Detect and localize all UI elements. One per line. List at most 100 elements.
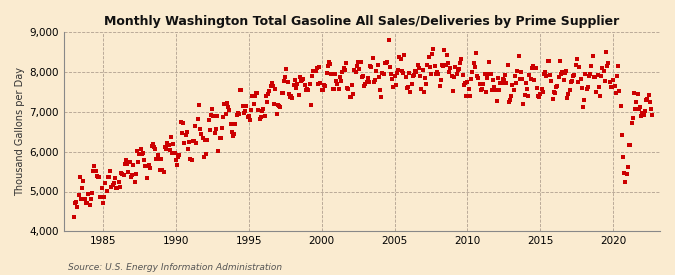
Point [554, 75, 564, 79]
Point [299, 83, 310, 87]
Point [536, 87, 547, 91]
Point [548, 90, 559, 95]
Point [570, 63, 581, 67]
Point [643, 93, 654, 98]
Point [95, 195, 106, 199]
Point [556, 72, 566, 76]
Point [281, 67, 292, 71]
Point [305, 103, 316, 108]
Point [528, 64, 539, 68]
Point [115, 185, 126, 189]
Point [523, 94, 534, 98]
Point [151, 156, 162, 161]
Point [267, 80, 277, 85]
Point [562, 96, 572, 101]
Point [434, 83, 445, 88]
Point [119, 162, 130, 167]
Point [244, 118, 255, 123]
Point [217, 126, 227, 130]
Point [408, 74, 418, 79]
Point [402, 86, 412, 90]
Point [530, 66, 541, 70]
Point [609, 84, 620, 89]
Point [122, 162, 132, 167]
Point [513, 54, 524, 58]
Point [190, 124, 200, 129]
Point [421, 82, 431, 86]
Point [148, 145, 159, 149]
Point [138, 151, 148, 156]
Point [522, 87, 533, 91]
Text: Source: U.S. Energy Information Administration: Source: U.S. Energy Information Administ… [68, 263, 281, 272]
Point [306, 74, 317, 78]
Point [182, 130, 192, 134]
Point [599, 79, 610, 83]
Point [150, 147, 161, 152]
Point [414, 74, 425, 78]
Point [128, 163, 138, 167]
Point [80, 201, 91, 205]
Point [402, 84, 413, 89]
Point [645, 107, 656, 112]
Point [551, 85, 562, 89]
Point [186, 157, 197, 162]
Point [327, 87, 338, 91]
Point [463, 87, 474, 91]
Title: Monthly Washington Total Gasoline All Sales/Deliveries by Prime Supplier: Monthly Washington Total Gasoline All Sa… [104, 15, 620, 28]
Point [92, 175, 103, 179]
Point [518, 102, 529, 106]
Point [117, 172, 128, 176]
Point [547, 97, 558, 101]
Point [256, 115, 267, 119]
Point [572, 80, 583, 85]
Point [435, 78, 446, 82]
Point [164, 148, 175, 152]
Point [583, 84, 593, 89]
Point [162, 140, 173, 145]
Point [360, 82, 371, 86]
Point [354, 67, 364, 72]
Point [274, 104, 285, 108]
Point [340, 68, 350, 72]
Point [510, 73, 520, 78]
Point [314, 65, 325, 69]
Point [632, 92, 643, 96]
Point [194, 127, 205, 131]
Point [557, 70, 568, 74]
Point [501, 81, 512, 86]
Point [444, 70, 455, 75]
Point [605, 84, 616, 89]
Point [615, 103, 626, 108]
Point [634, 104, 645, 109]
Point [171, 163, 182, 167]
Point [590, 74, 601, 79]
Point [420, 75, 431, 80]
Point [645, 100, 655, 104]
Point [381, 60, 392, 65]
Point [639, 109, 650, 114]
Point [319, 82, 329, 87]
Point [481, 76, 492, 80]
Point [423, 54, 434, 59]
Point [585, 72, 595, 76]
Point [603, 61, 614, 65]
Point [156, 157, 167, 161]
Point [291, 86, 302, 90]
Point [507, 83, 518, 88]
Point [389, 74, 400, 78]
Point [163, 142, 174, 147]
Point [470, 51, 481, 55]
Point [326, 72, 337, 77]
Point [302, 87, 313, 92]
Point [152, 153, 163, 158]
Point [284, 92, 294, 96]
Point [146, 143, 157, 148]
Point [157, 168, 168, 172]
Point [280, 75, 291, 79]
Point [136, 152, 147, 156]
Point [630, 107, 641, 112]
Point [219, 101, 230, 106]
Point [253, 108, 264, 113]
Point [271, 112, 282, 116]
Point [139, 158, 150, 162]
